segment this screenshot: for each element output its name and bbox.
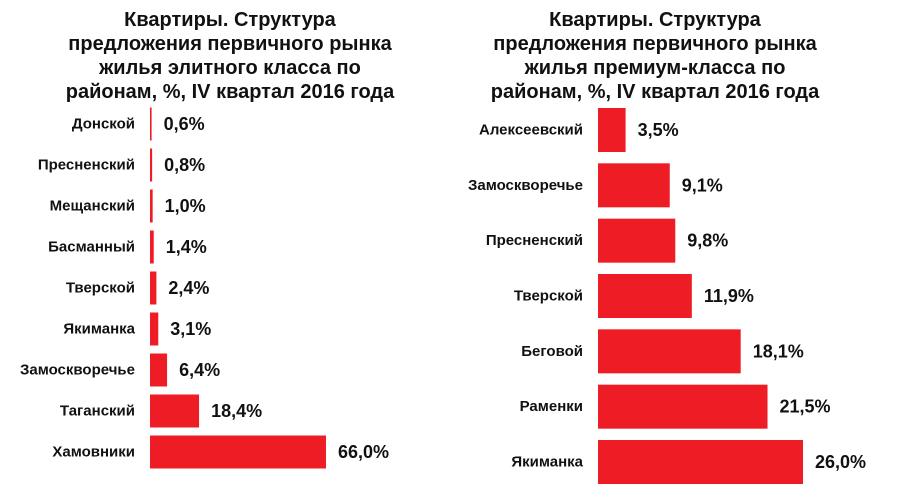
category-label: Мещанский — [50, 198, 135, 215]
category-label: Якиманка — [511, 454, 583, 471]
category-label: Тверской — [66, 280, 135, 297]
bar — [150, 435, 326, 469]
chart-title-line: жилья премиум-класса по — [524, 57, 786, 79]
category-label: Беговой — [521, 343, 583, 360]
bar — [150, 189, 153, 223]
chart-title-line: Квартиры. Структура — [549, 9, 761, 31]
category-label: Тверской — [514, 288, 583, 305]
value-label: 3,5% — [638, 120, 679, 140]
bar — [150, 148, 153, 182]
bar — [598, 163, 670, 208]
chart-title-line: предложения первичного рынка — [493, 33, 817, 55]
category-label: Замоскворечье — [20, 362, 135, 379]
bar — [598, 108, 626, 152]
value-label: 0,8% — [164, 155, 205, 175]
chart-title-line: предложения первичного рынка — [68, 33, 392, 55]
category-label: Басманный — [48, 239, 135, 256]
elite-class-chart: Квартиры. Структура предложения первично… — [0, 0, 440, 503]
category-label: Таганский — [60, 403, 135, 420]
value-label: 11,9% — [704, 286, 754, 306]
category-label: Хамовники — [52, 444, 135, 461]
bar — [150, 271, 157, 305]
value-label: 9,1% — [682, 175, 723, 195]
value-label: 6,4% — [179, 360, 220, 380]
value-label: 26,0% — [815, 452, 866, 472]
chart-title-line: Квартиры. Структура — [124, 9, 336, 31]
value-label: 0,6% — [164, 114, 205, 134]
chart-title: Квартиры. Структура предложения первично… — [40, 8, 420, 104]
bar — [598, 440, 803, 484]
category-label: Якиманка — [63, 321, 135, 338]
bar — [150, 107, 152, 141]
bar-plot: Алексеевский 3,5% Замоскворечье 9,1% Преснен… — [468, 108, 866, 484]
value-label: 9,8% — [687, 231, 728, 251]
chart-title-line: районам, %, IV квартал 2016 года — [490, 81, 820, 103]
bar — [150, 353, 168, 387]
bar — [598, 329, 741, 374]
bar — [598, 274, 692, 318]
value-label: 1,4% — [166, 237, 207, 257]
category-label: Замоскворечье — [468, 177, 583, 194]
bar — [150, 312, 159, 346]
premium-class-chart: Квартиры. Структура предложения первично… — [440, 0, 910, 503]
value-label: 18,1% — [753, 341, 804, 361]
value-label: 1,0% — [165, 196, 206, 216]
value-label: 66,0% — [338, 442, 389, 462]
value-label: 21,5% — [780, 397, 831, 417]
category-label: Алексеевский — [479, 122, 583, 139]
bar — [150, 230, 154, 264]
category-label: Раменки — [520, 398, 583, 415]
value-label: 3,1% — [170, 319, 211, 339]
chart-title-line: жилья элитного класса по — [99, 57, 361, 79]
chart-title: Квартиры. Структура предложения первично… — [440, 8, 870, 104]
value-label: 18,4% — [211, 401, 262, 421]
bar — [598, 384, 768, 429]
category-label: Донской — [72, 116, 135, 133]
category-label: Пресненский — [486, 232, 583, 249]
value-label: 2,4% — [168, 278, 209, 298]
bar — [150, 394, 200, 428]
bar-plot: Донской 0,6% Пресненский 0,8% Мещанский 1,0% Б… — [20, 107, 389, 469]
bar — [598, 218, 676, 263]
category-label: Пресненский — [38, 157, 135, 174]
chart-title-line: районам, %, IV квартал 2016 года — [65, 81, 395, 103]
